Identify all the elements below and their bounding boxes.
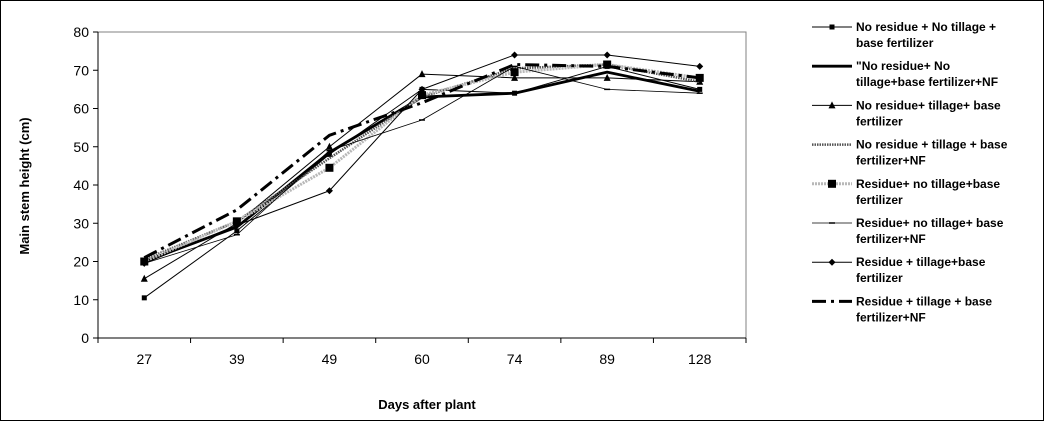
data-point	[418, 85, 426, 93]
legend-item: Residue+ no tillage+ base fertilizer+NF	[812, 216, 1004, 246]
x-tick-label: 89	[599, 351, 615, 367]
x-tick-label: 49	[322, 351, 338, 367]
legend-label: No residue+ tillage+ base	[856, 98, 1001, 112]
legend-item: "No residue+ No tillage+base fertilizer+N…	[812, 59, 998, 89]
data-point	[232, 217, 241, 226]
data-point	[828, 258, 836, 266]
series-line	[143, 63, 700, 260]
legend-label: Residue + tillage + base	[856, 294, 992, 308]
y-tick-label: 0	[81, 330, 89, 346]
x-axis-ticks: 27 39 49 60 74 89 128	[97, 338, 747, 367]
legend-label: No residue + tillage + base	[856, 138, 1008, 152]
y-axis-title: Main stem height (cm)	[17, 117, 32, 254]
x-tick-label: 27	[136, 351, 152, 367]
data-point	[233, 221, 241, 229]
legend-label: Residue + tillage+base	[856, 255, 986, 269]
data-point	[828, 101, 836, 109]
data-point	[511, 51, 519, 59]
data-point	[140, 274, 148, 282]
series-layer	[140, 51, 704, 301]
data-point	[828, 179, 836, 188]
legend-item: Residue+ no tillage+base fertilizer	[812, 177, 1000, 207]
legend-label: fertilizer	[856, 193, 903, 207]
data-point	[326, 151, 332, 157]
legend-item: Residue + tillage + base fertilizer+NF	[812, 294, 992, 324]
data-point	[603, 73, 611, 81]
legend-label: No residue + No tillage +	[856, 20, 996, 34]
series-8	[143, 63, 700, 260]
data-point	[325, 142, 333, 150]
x-tick-label: 128	[688, 351, 712, 367]
data-point	[697, 86, 703, 92]
y-tick-label: 20	[73, 254, 89, 270]
y-tick-label: 70	[73, 62, 89, 78]
data-point	[511, 73, 519, 81]
legend-item: No residue+ tillage+ base fertilizer	[812, 98, 1001, 128]
data-point	[141, 295, 147, 301]
y-tick-label: 40	[73, 177, 89, 193]
y-tick-label: 60	[73, 101, 89, 117]
data-point	[325, 187, 333, 195]
data-point	[234, 228, 240, 234]
y-tick-label: 50	[73, 139, 89, 155]
legend: No residue + No tillage + base fertilizer…	[812, 20, 1008, 324]
legend-label: base fertilizer	[856, 36, 934, 50]
legend-label: "No residue+ No	[856, 59, 950, 73]
x-tick-label: 74	[507, 351, 523, 367]
legend-label: Residue+ no tillage+base	[856, 177, 1000, 191]
legend-label: fertilizer	[856, 114, 903, 128]
data-point	[603, 51, 611, 59]
legend-item: No residue + No tillage + base fertilizer	[812, 20, 996, 50]
data-point	[603, 60, 612, 69]
legend-item: Residue + tillage+base fertilizer	[812, 255, 986, 285]
y-axis-ticks: 0 10 20 30 40 50 60 70 80	[73, 24, 98, 346]
data-point	[829, 24, 835, 30]
x-axis-title: Days after plant	[378, 397, 476, 412]
data-point	[325, 163, 334, 172]
y-tick-label: 80	[73, 24, 89, 40]
y-tick-label: 10	[73, 292, 89, 308]
legend-label: Residue+ no tillage+ base	[856, 216, 1004, 230]
legend-label: fertilizer+NF	[856, 154, 926, 168]
legend-item: No residue + tillage + base fertilizer+NF	[812, 138, 1008, 168]
data-point	[696, 62, 704, 70]
legend-label: fertilizer+NF	[856, 310, 926, 324]
y-tick-label: 30	[73, 215, 89, 231]
x-tick-label: 60	[414, 351, 430, 367]
legend-label: fertilizer	[856, 271, 903, 285]
series-7	[140, 51, 704, 267]
legend-label: fertilizer+NF	[856, 232, 926, 246]
data-point	[140, 259, 148, 267]
data-point	[510, 68, 519, 77]
data-point	[418, 70, 426, 78]
legend-label: tillage+base fertilizer+NF	[856, 75, 998, 89]
data-point	[418, 91, 426, 100]
x-tick-label: 39	[229, 351, 245, 367]
